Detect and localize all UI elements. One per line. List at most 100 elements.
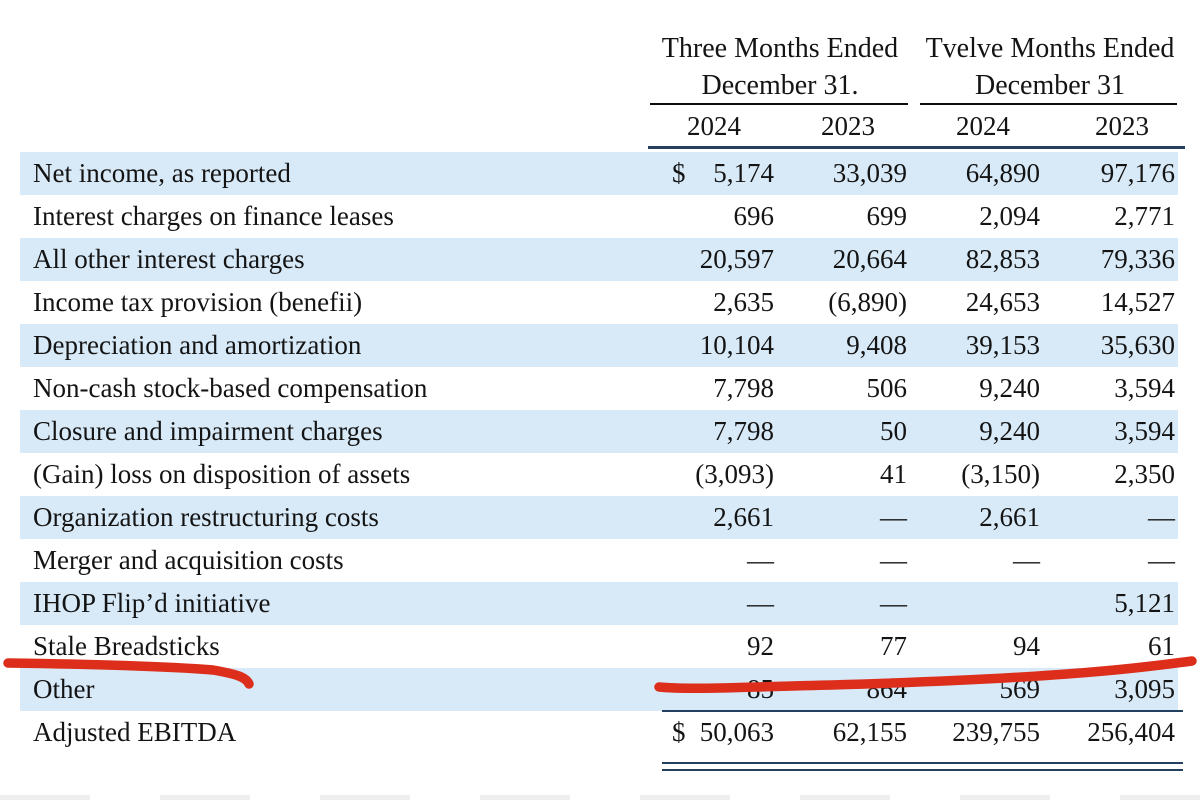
- cell-q4-2024: $5,174: [650, 158, 777, 189]
- row-label: Interest charges on finance leases: [33, 201, 394, 231]
- cell-fy-2023: 2,350: [1114, 459, 1175, 489]
- column-group-line2: December 31.: [701, 70, 859, 101]
- cell-q4-2024: —: [650, 545, 777, 576]
- table-row: Adjusted EBITDA $50,063 62,155 239,755 256,4…: [20, 711, 1178, 754]
- ebitda-reconciliation-table: Net income, as reported $5,174 33,039 64,89…: [20, 152, 1178, 754]
- row-label: Income tax provision (benefii): [33, 287, 363, 317]
- cell-q4-2023: —: [880, 588, 907, 618]
- cell-value: 696: [733, 201, 775, 231]
- table-row: IHOP Flip’d initiative — — 5,121: [20, 582, 1178, 625]
- cell-fy-2024: 2,661: [979, 502, 1040, 532]
- row-label: Depreciation and amortization: [33, 330, 362, 360]
- dollar-sign: $: [672, 158, 686, 188]
- cell-fy-2024: —: [1013, 545, 1040, 575]
- cell-fy-2023: 35,630: [1100, 330, 1175, 360]
- cell-fy-2024: (3,150): [961, 459, 1040, 489]
- cell-q4-2024: 2,635: [650, 287, 777, 318]
- cell-value: 20,597: [699, 244, 774, 274]
- cell-fy-2023: 2,771: [1114, 201, 1175, 231]
- cell-fy-2024: 239,755: [952, 717, 1040, 747]
- cell-q4-2023: 9,408: [846, 330, 907, 360]
- row-label: Closure and impairment charges: [33, 416, 383, 446]
- cell-q4-2023: 864: [866, 674, 908, 704]
- cell-q4-2024: 696: [650, 201, 777, 232]
- table-row: All other interest charges 20,597 20,664 82…: [20, 238, 1178, 281]
- cell-q4-2024: 7,798: [650, 416, 777, 447]
- table-row: Merger and acquisition costs — — — —: [20, 539, 1178, 582]
- cell-q4-2023: 77: [880, 631, 907, 661]
- cell-fy-2023: 97,176: [1100, 158, 1175, 188]
- cell-q4-2023: (6,890): [828, 287, 907, 317]
- cell-q4-2023: 699: [866, 201, 908, 231]
- cell-q4-2024: (3,093): [650, 459, 777, 490]
- table-row: (Gain) loss on disposition of assets (3,0…: [20, 453, 1178, 496]
- cell-value: 10,104: [699, 330, 774, 360]
- cell-q4-2023: 62,155: [832, 717, 907, 747]
- year-column-header: 2023: [1095, 111, 1149, 141]
- cell-q4-2023: 50: [880, 416, 907, 446]
- cell-q4-2023: 506: [866, 373, 908, 403]
- cell-value: 92: [747, 631, 774, 661]
- cell-q4-2024: —: [650, 588, 777, 619]
- cell-value: —: [747, 545, 774, 575]
- table-row: Non-cash stock-based compensation 7,798 50…: [20, 367, 1178, 410]
- cell-fy-2023: 3,095: [1114, 674, 1175, 704]
- year-column-header: 2024: [687, 111, 741, 141]
- row-label: Non-cash stock-based compensation: [33, 373, 428, 403]
- cell-q4-2024: 7,798: [650, 373, 777, 404]
- row-label: (Gain) loss on disposition of assets: [33, 459, 411, 489]
- table-row: Organization restructuring costs 2,661 — 2,…: [20, 496, 1178, 539]
- cell-q4-2023: —: [880, 545, 907, 575]
- cell-value: 2,635: [713, 287, 774, 317]
- table-row: Closure and impairment charges 7,798 50 9,2…: [20, 410, 1178, 453]
- cell-fy-2024: 94: [1013, 631, 1040, 661]
- row-label: All other interest charges: [33, 244, 305, 274]
- column-group-line2: December 31: [974, 70, 1126, 101]
- row-label: Net income, as reported: [33, 158, 291, 188]
- column-group-header-three-months: Three Months Ended December 31.: [570, 30, 990, 104]
- table-row: Other 85 864 569 3,095: [20, 668, 1178, 711]
- cell-fy-2023: 79,336: [1100, 244, 1175, 274]
- cell-q4-2023: 20,664: [832, 244, 907, 274]
- cell-value: 5,174: [713, 158, 774, 188]
- cell-fy-2024: 82,853: [965, 244, 1040, 274]
- cell-value: 7,798: [713, 416, 774, 446]
- year-column-header: 2024: [956, 111, 1010, 141]
- header-rule-right: [920, 103, 1177, 105]
- header-rule-left: [650, 103, 908, 105]
- scan-artifact-strip: [0, 795, 1200, 800]
- cell-value: 7,798: [713, 373, 774, 403]
- dollar-sign: $: [672, 717, 686, 747]
- total-double-rule-top: [662, 762, 1183, 764]
- column-group-header-twelve-months: Tvelve Months Ended December 31: [840, 30, 1200, 104]
- cell-fy-2023: 3,594: [1114, 373, 1175, 403]
- table-row: Stale Breadsticks 92 77 94 61: [20, 625, 1178, 668]
- cell-fy-2024: 64,890: [965, 158, 1040, 188]
- years-underline-rule: [648, 146, 1185, 149]
- cell-fy-2024: 9,240: [979, 416, 1040, 446]
- row-label: Organization restructuring costs: [33, 502, 379, 532]
- total-double-rule-bottom: [662, 769, 1183, 771]
- cell-q4-2024: 10,104: [650, 330, 777, 361]
- table-row: Depreciation and amortization 10,104 9,408…: [20, 324, 1178, 367]
- cell-fy-2023: 14,527: [1100, 287, 1175, 317]
- cell-fy-2024: 39,153: [965, 330, 1040, 360]
- cell-q4-2023: 33,039: [832, 158, 907, 188]
- table-row: Net income, as reported $5,174 33,039 64,89…: [20, 152, 1178, 195]
- row-label: Stale Breadsticks: [33, 631, 220, 661]
- cell-value: 50,063: [699, 717, 774, 747]
- cell-fy-2023: 5,121: [1114, 588, 1175, 618]
- cell-fy-2023: 256,404: [1087, 717, 1175, 747]
- cell-q4-2024: 20,597: [650, 244, 777, 275]
- cell-fy-2024: 24,653: [965, 287, 1040, 317]
- cell-value: 85: [747, 674, 774, 704]
- cell-value: 2,661: [713, 502, 774, 532]
- cell-value: —: [747, 588, 774, 618]
- cell-q4-2023: —: [880, 502, 907, 532]
- cell-q4-2024: 92: [650, 631, 777, 662]
- cell-q4-2024: 85: [650, 674, 777, 705]
- cell-fy-2023: 3,594: [1114, 416, 1175, 446]
- cell-fy-2024: 2,094: [979, 201, 1040, 231]
- cell-value: (3,093): [695, 459, 774, 489]
- column-group-line1: Tvelve Months Ended: [925, 33, 1175, 64]
